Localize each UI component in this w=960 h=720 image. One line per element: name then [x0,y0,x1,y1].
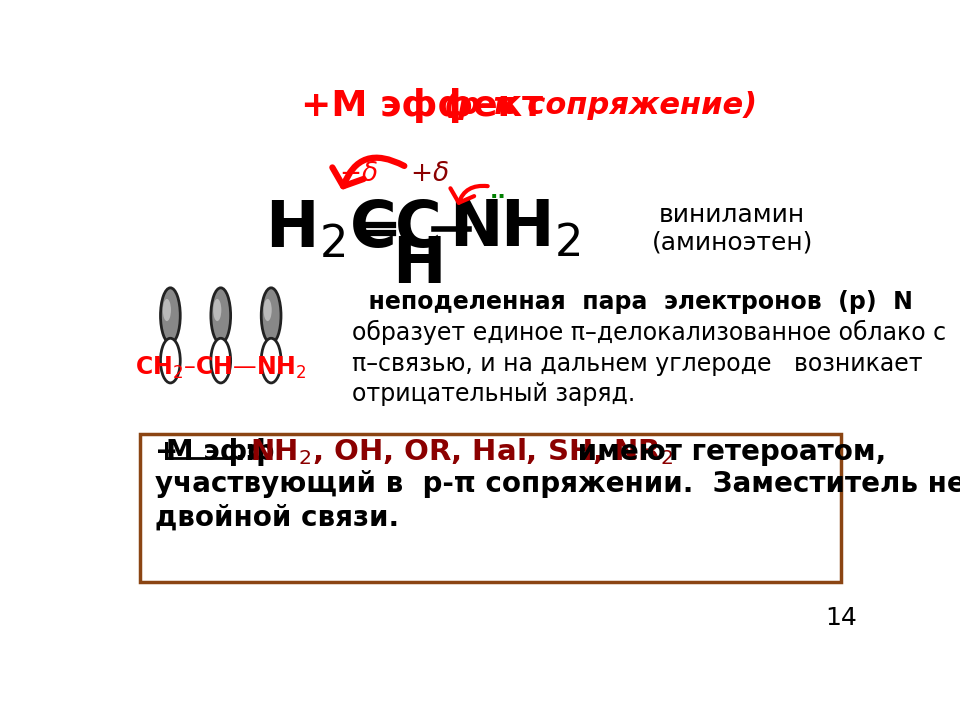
Text: H$_2$C: H$_2$C [265,197,394,260]
Text: +М эффект: +М эффект [301,88,543,123]
Ellipse shape [261,288,281,343]
Ellipse shape [163,299,171,321]
Ellipse shape [213,299,222,321]
Text: +: + [155,438,188,466]
Ellipse shape [211,338,230,383]
Text: участвующий в  р-π сопряжении.  Заместитель не имеет: участвующий в р-π сопряжении. Заместител… [155,470,960,498]
Text: NH$_2$, OH, OR, Hal, SH, NR$_2$: NH$_2$, OH, OR, Hal, SH, NR$_2$ [251,436,673,467]
Ellipse shape [264,299,272,321]
Ellipse shape [211,288,230,343]
Ellipse shape [261,338,281,383]
Text: NH$_2$: NH$_2$ [449,198,581,260]
Text: π–связью, и на дальнем углероде   возникает: π–связью, и на дальнем углероде возникае… [352,351,924,376]
Text: имеют гетероатом,: имеют гетероатом, [568,438,886,466]
Text: образует единое π–делокализованное облако с: образует единое π–делокализованное облак… [352,320,947,346]
Text: виниламин
(аминоэтен): виниламин (аминоэтен) [652,203,813,255]
Text: двойной связи.: двойной связи. [155,503,399,531]
Text: C: C [395,198,442,260]
Text: CH$_2$–CH—NH$_2$: CH$_2$–CH—NH$_2$ [135,354,306,381]
FancyArrowPatch shape [450,186,488,203]
Text: $-\delta$: $-\delta$ [339,161,378,187]
Text: .:: .: [234,438,255,466]
Ellipse shape [160,338,180,383]
Text: $+\delta$: $+\delta$ [411,161,449,187]
FancyArrowPatch shape [332,158,404,186]
Text: ··: ·· [490,187,507,207]
FancyBboxPatch shape [140,434,841,582]
Ellipse shape [160,288,180,343]
Text: М эфф: М эфф [166,438,276,466]
Text: отрицательный заряд.: отрицательный заряд. [352,382,636,406]
Text: (р-π сопряжение): (р-π сопряжение) [444,91,757,120]
Text: неподеленная  пара  электронов  (р)  N: неподеленная пара электронов (р) N [352,290,913,314]
Text: 14: 14 [825,606,856,630]
Text: H: H [392,234,445,296]
